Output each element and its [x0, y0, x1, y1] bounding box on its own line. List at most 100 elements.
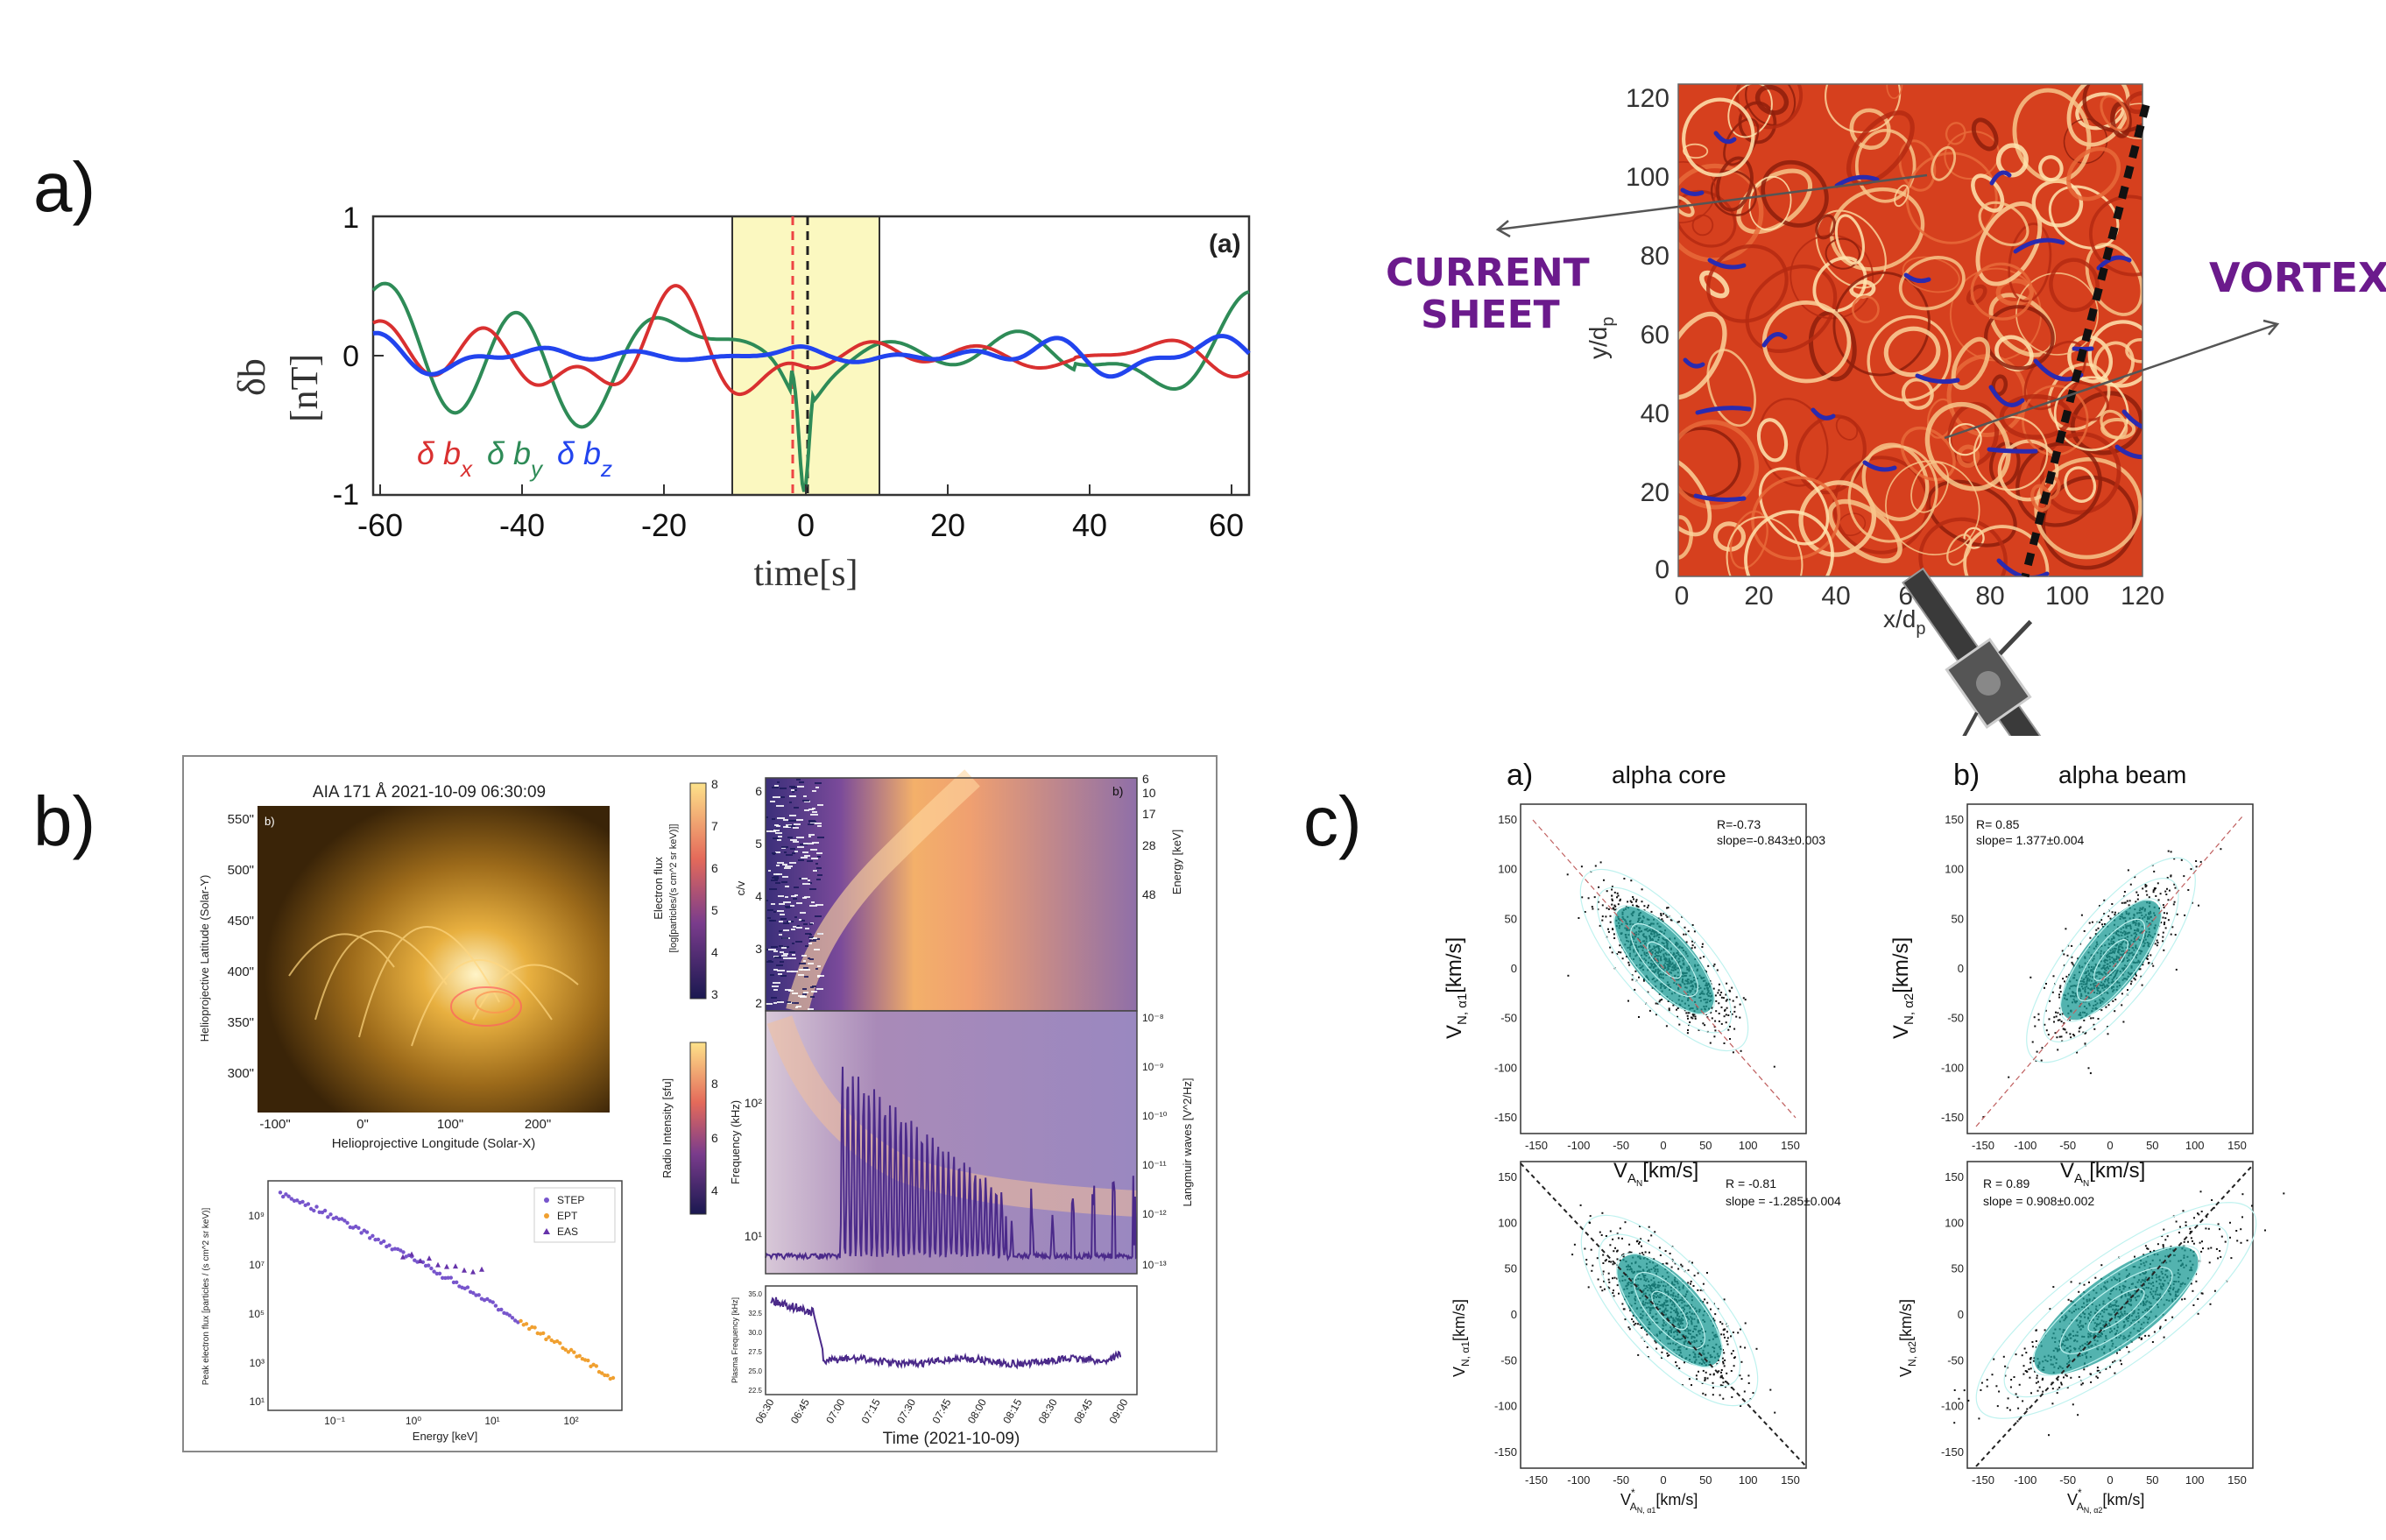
- c-ytick: 0: [1511, 962, 1517, 975]
- scatter-point: [1672, 1004, 1675, 1007]
- scatter-point: [1650, 1234, 1653, 1237]
- scatter-point: [2192, 1304, 2195, 1306]
- scatter-point: [2121, 901, 2123, 904]
- scatter-point: [1608, 1287, 1611, 1289]
- scatter-point: [2015, 1353, 2017, 1356]
- scatter-point: [1634, 988, 1636, 991]
- scatter-point: [2037, 1013, 2040, 1015]
- eas-point: [435, 1261, 441, 1268]
- scatter-point: [2171, 1316, 2174, 1318]
- scatter-point: [2072, 1034, 2075, 1035]
- noise-pixel: [802, 883, 810, 885]
- scatter-point: [1963, 1389, 1966, 1392]
- scatter-point: [2135, 901, 2137, 903]
- scatter-point: [1635, 904, 1638, 907]
- noise-pixel: [780, 918, 787, 920]
- svg-text:2: 2: [755, 996, 762, 1010]
- scatter-point: [1655, 1014, 1657, 1016]
- ytick-1: 1: [342, 201, 359, 235]
- current-sheet-streak: [2114, 444, 2142, 459]
- scatter-point: [1980, 1381, 1983, 1384]
- scatter-point: [2037, 1381, 2039, 1383]
- scatter-point: [2175, 968, 2178, 971]
- scatter-point: [2080, 1383, 2083, 1386]
- noise-pixel: [815, 863, 818, 865]
- scatter-point: [2049, 1000, 2051, 1002]
- scatter-point: [2157, 942, 2159, 944]
- scatter-point: [1654, 1339, 1656, 1342]
- scatter-point: [1624, 1221, 1627, 1224]
- legend-by: δ by: [487, 435, 544, 482]
- scatter-point: [2035, 1329, 2037, 1332]
- svg-text:0: 0: [1675, 582, 1690, 611]
- scatter-point: [1669, 1253, 1671, 1254]
- scatter-point: [2066, 1387, 2069, 1388]
- noise-pixel: [810, 849, 817, 851]
- density-contour: [1598, 1233, 1741, 1388]
- swirl: [1924, 401, 2011, 491]
- c-ytick: 0: [1958, 1308, 1964, 1321]
- noise-pixel: [793, 898, 797, 900]
- scatter-point: [1615, 908, 1617, 911]
- noise-pixel: [803, 992, 808, 993]
- swirl: [2022, 385, 2089, 456]
- noise-pixel: [798, 974, 804, 976]
- noise-pixel: [770, 830, 776, 832]
- scatter-point: [2197, 1312, 2199, 1315]
- scatter-point: [1720, 1369, 1723, 1371]
- scatter-point: [2053, 1021, 2055, 1023]
- time-tick: 07:15: [859, 1396, 883, 1425]
- scatter-point: [2044, 1009, 2047, 1012]
- scatter-point: [2002, 1355, 2005, 1358]
- scatter-point: [1606, 890, 1608, 893]
- scatter-point: [1613, 937, 1616, 939]
- scatter-point: [1691, 924, 1694, 926]
- scatter-point: [2063, 1376, 2065, 1379]
- swirl: [1971, 173, 2005, 213]
- density-contour: [2003, 1223, 2229, 1398]
- swirl: [2053, 376, 2129, 451]
- c-ytick: 150: [1945, 813, 1964, 826]
- scatter-point: [1639, 1324, 1641, 1326]
- series-line-bz: [372, 330, 1251, 379]
- noise-pixel: [815, 968, 818, 970]
- scatter-point: [2101, 923, 2103, 926]
- scatter-point: [1642, 979, 1645, 982]
- scatter-point: [2183, 875, 2185, 878]
- scatter-point: [1681, 915, 1684, 918]
- noise-pixel: [808, 836, 811, 837]
- noise-pixel: [800, 996, 807, 998]
- noise-pixel: [791, 971, 798, 972]
- svg-text:slope = -1.285±0.004: slope = -1.285±0.004: [1726, 1194, 1841, 1208]
- scatter-point: [2178, 1232, 2180, 1233]
- flux-point: [387, 1243, 392, 1247]
- radio-spectrogram: [766, 1011, 1137, 1274]
- swirl: [1754, 84, 1790, 116]
- c-tr-title: alpha beam: [2058, 761, 2186, 788]
- svg-text:28: 28: [1142, 838, 1156, 852]
- scatter-point: [1724, 1336, 1726, 1339]
- scatter-point: [1584, 1247, 1586, 1250]
- scatter-point: [1699, 957, 1702, 959]
- flux-point: [513, 1318, 518, 1323]
- scatter-point: [2208, 1261, 2211, 1264]
- c-xtick: -50: [1613, 1473, 1629, 1487]
- svg-text:10⁻¹⁰: 10⁻¹⁰: [1142, 1110, 1168, 1122]
- noise-pixel: [778, 895, 784, 897]
- scatter-point: [1619, 944, 1621, 947]
- scatter-point: [1662, 913, 1665, 915]
- noise-pixel: [772, 818, 775, 820]
- scatter-point: [1619, 898, 1621, 901]
- scatter-point: [2044, 986, 2045, 989]
- scatter-point: [2033, 1016, 2036, 1019]
- scatter-point: [2099, 1371, 2101, 1374]
- scatter-point: [2045, 983, 2047, 985]
- scatter-point: [1599, 924, 1601, 927]
- scatter-point: [1603, 1288, 1606, 1290]
- scatter-point: [2063, 964, 2065, 967]
- svg-text:slope=-0.843±0.003: slope=-0.843±0.003: [1717, 833, 1825, 847]
- noise-pixel: [771, 903, 775, 905]
- scatter-point: [1566, 873, 1569, 876]
- scatter-point: [1719, 993, 1721, 996]
- scatter-point: [2051, 1402, 2054, 1405]
